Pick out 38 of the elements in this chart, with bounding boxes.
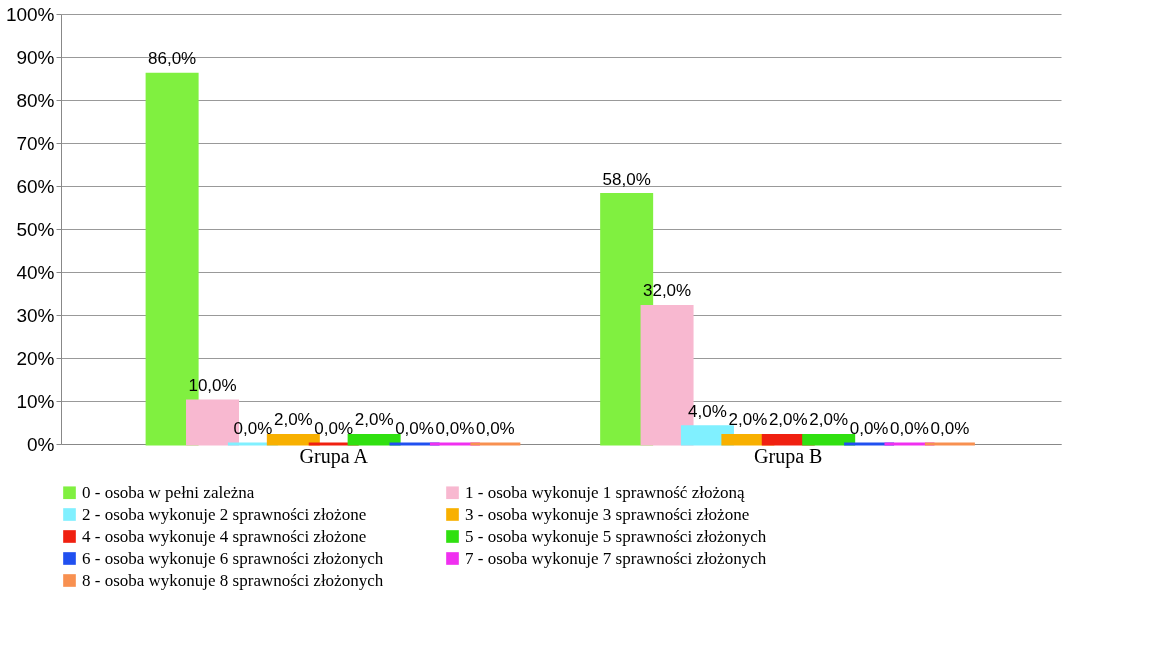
y-tick-label: 10% [16, 390, 55, 412]
data-label: 2,0% [768, 410, 808, 430]
data-label: 0,0% [314, 419, 354, 438]
y-tick-label: 60% [16, 175, 55, 197]
x-tick-label: Grupa B [754, 444, 823, 468]
legend-label: 8 - osoba wykonuje 8 sprawności złożonych [82, 570, 384, 590]
data-label: 0,0% [395, 419, 434, 438]
y-tick-label: 80% [16, 89, 55, 111]
legend-label: 4 - osoba wykonuje 4 sprawności złożone [82, 526, 367, 546]
data-label: 86,0% [148, 49, 197, 69]
legend-label: 1 - osoba wykonuje 1 sprawność złożoną [465, 482, 745, 502]
y-tick-label: 100% [5, 3, 55, 25]
data-label: 0,0% [435, 419, 475, 438]
data-label: 0,0% [475, 419, 515, 438]
y-tick-label: 40% [16, 261, 55, 283]
data-label: 2,0% [809, 410, 849, 430]
y-tick-label: 50% [16, 218, 55, 240]
data-label: 0,0% [930, 419, 970, 438]
y-tick-label: 30% [16, 304, 55, 326]
legend-label: 2 - osoba wykonuje 2 sprawności złożone [82, 504, 367, 524]
x-tick-label: Grupa A [299, 444, 369, 468]
y-tick-label: 0% [27, 433, 55, 455]
data-label: 2,0% [273, 410, 313, 430]
data-label: 0,0% [890, 419, 929, 438]
legend-label: 0 - osoba w pełni zależna [82, 482, 255, 502]
legend-label: 7 - osoba wykonuje 7 sprawności złożonych [465, 548, 767, 568]
legend-label: 6 - osoba wykonuje 6 sprawności złożonych [82, 548, 384, 568]
data-label: 2,0% [354, 410, 394, 430]
data-label: 4,0% [688, 401, 727, 421]
y-tick-label: 70% [16, 132, 55, 154]
legend-label: 5 - osoba wykonuje 5 sprawności złożonych [465, 526, 767, 546]
y-tick-label: 20% [16, 347, 55, 369]
y-tick-label: 90% [16, 46, 55, 68]
data-label: 2,0% [728, 410, 768, 430]
data-label: 58,0% [602, 169, 651, 189]
data-label: 0,0% [849, 419, 889, 438]
data-label: 0,0% [233, 419, 273, 438]
legend-label: 3 - osoba wykonuje 3 sprawności złożone [465, 504, 750, 524]
